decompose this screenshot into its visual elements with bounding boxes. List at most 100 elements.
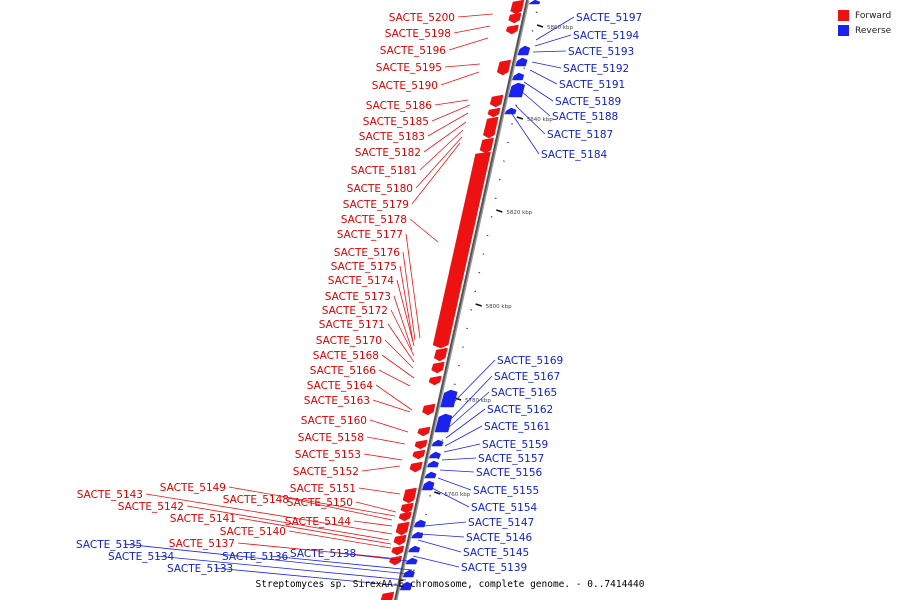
forward-gene-label[interactable]: SACTE_5137 [169, 538, 235, 550]
leader-line [457, 13, 494, 18]
forward-gene-label[interactable]: SACTE_5175 [331, 261, 397, 273]
forward-gene-label[interactable]: SACTE_5183 [359, 131, 425, 143]
reverse-gene-label[interactable]: SACTE_5146 [466, 532, 533, 544]
leader-line [523, 81, 554, 102]
forward-gene-label[interactable]: SACTE_5158 [298, 432, 364, 444]
forward-gene-label[interactable]: SACTE_5178 [341, 214, 407, 226]
reverse-gene-label[interactable]: SACTE_5197 [576, 12, 642, 24]
forward-gene-label[interactable]: SACTE_5151 [290, 483, 356, 495]
reverse-gene-label[interactable]: SACTE_5191 [559, 79, 625, 91]
forward-gene [414, 439, 428, 450]
tick-mark [536, 24, 544, 28]
reverse-gene [434, 413, 453, 433]
reverse-gene-label[interactable]: SACTE_5188 [552, 111, 618, 123]
leader-line [443, 443, 481, 453]
forward-gene-label[interactable]: SACTE_5149 [160, 482, 226, 494]
reverse-gene-label[interactable]: SACTE_5187 [547, 129, 613, 141]
forward-gene-label[interactable]: SACTE_5148 [223, 494, 289, 506]
forward-gene [432, 151, 491, 349]
leader-line [439, 469, 475, 473]
forward-gene-label[interactable]: SACTE_5179 [343, 199, 409, 211]
forward-gene-label[interactable]: SACTE_5170 [316, 335, 382, 347]
leader-line [448, 37, 489, 51]
forward-gene-label[interactable]: SACTE_5142 [118, 501, 184, 513]
forward-gene [412, 449, 426, 460]
reverse-gene-label[interactable]: SACTE_5156 [476, 467, 543, 479]
forward-gene-label[interactable]: SACTE_5176 [334, 247, 401, 259]
forward-gene-label[interactable]: SACTE_5196 [380, 45, 447, 57]
forward-gene-label[interactable]: SACTE_5185 [363, 116, 429, 128]
forward-gene-label[interactable]: SACTE_5166 [310, 365, 377, 377]
reverse-gene-label[interactable]: SACTE_5169 [497, 355, 563, 367]
forward-gene-label[interactable]: SACTE_5195 [376, 62, 442, 74]
reverse-gene-label[interactable]: SACTE_5192 [563, 63, 629, 75]
reverse-gene-label[interactable]: SACTE_5162 [487, 404, 553, 416]
forward-gene-label[interactable]: SACTE_5174 [328, 275, 395, 287]
forward-gene-label[interactable]: SACTE_5140 [220, 526, 286, 538]
reverse-swatch [838, 25, 849, 36]
reverse-gene-label[interactable]: SACTE_5194 [573, 30, 640, 42]
minor-tick [535, 11, 538, 13]
leader-line [529, 69, 558, 85]
leader-line [288, 530, 392, 549]
forward-gene-label[interactable]: SACTE_5152 [293, 466, 359, 478]
reverse-gene-label[interactable]: SACTE_5133 [167, 563, 233, 575]
forward-gene-label[interactable]: SACTE_5171 [319, 319, 385, 331]
reverse-gene [431, 439, 444, 447]
forward-gene-label[interactable]: SACTE_5180 [347, 183, 413, 195]
forward-gene-label[interactable]: SACTE_5172 [322, 305, 388, 317]
forward-gene-label[interactable]: SACTE_5186 [366, 100, 433, 112]
minor-tick [490, 216, 493, 218]
reverse-gene-label[interactable]: SACTE_5193 [568, 46, 634, 58]
reverse-gene [402, 569, 415, 578]
reverse-gene-label[interactable]: SACTE_5145 [463, 547, 529, 559]
reverse-gene-label[interactable]: SACTE_5134 [108, 551, 175, 563]
forward-gene-label[interactable]: SACTE_5168 [313, 350, 379, 362]
leader-line [419, 129, 464, 171]
tick-mark [516, 116, 524, 120]
leader-line [535, 16, 575, 41]
forward-gene [508, 12, 522, 24]
leader-line [186, 505, 390, 541]
reverse-gene-label[interactable]: SACTE_5154 [471, 502, 538, 514]
forward-gene-label[interactable]: SACTE_5200 [389, 12, 455, 24]
reverse-gene-label[interactable]: SACTE_5167 [494, 371, 560, 383]
forward-gene-label[interactable]: SACTE_5163 [304, 395, 370, 407]
reverse-gene-label[interactable]: SACTE_5159 [482, 439, 548, 451]
leader-line [396, 279, 415, 347]
reverse-gene [508, 82, 526, 98]
forward-gene-label[interactable]: SACTE_5182 [355, 147, 421, 159]
reverse-gene-label[interactable]: SACTE_5165 [491, 387, 557, 399]
forward-gene [428, 375, 442, 386]
reverse-gene-label[interactable]: SACTE_5139 [461, 562, 527, 574]
reverse-gene-label[interactable]: SACTE_5147 [468, 517, 534, 529]
forward-gene-label[interactable]: SACTE_5181 [351, 165, 417, 177]
tick-mark [434, 491, 441, 495]
legend-forward-label: Forward [855, 10, 892, 21]
leader-line [415, 136, 463, 189]
forward-gene-label[interactable]: SACTE_5153 [295, 449, 361, 461]
minor-tick [421, 532, 423, 534]
forward-gene-label[interactable]: SACTE_5144 [285, 516, 352, 528]
forward-gene-label[interactable]: SACTE_5177 [337, 229, 403, 241]
forward-gene [398, 511, 412, 522]
forward-gene-label[interactable]: SACTE_5190 [372, 80, 438, 92]
forward-gene-label[interactable]: SACTE_5173 [325, 291, 391, 303]
reverse-gene-label[interactable]: SACTE_5135 [76, 539, 142, 551]
forward-gene-label[interactable]: SACTE_5198 [385, 28, 451, 40]
forward-gene-label[interactable]: SACTE_5164 [307, 380, 374, 392]
leader-line [402, 251, 416, 341]
reverse-gene-label[interactable]: SACTE_5155 [473, 485, 539, 497]
leader-line [412, 555, 460, 568]
reverse-gene-label[interactable]: SACTE_5157 [478, 453, 544, 465]
forward-gene-label[interactable]: SACTE_5150 [287, 497, 353, 509]
reverse-gene-label[interactable]: SACTE_5161 [484, 421, 550, 433]
reverse-gene-label[interactable]: SACTE_5184 [541, 149, 608, 161]
reverse-gene-label[interactable]: SACTE_5138 [290, 548, 356, 560]
forward-gene-label[interactable]: SACTE_5141 [170, 513, 236, 525]
reverse-gene-label[interactable]: SACTE_5136 [222, 551, 289, 563]
forward-gene-label[interactable]: SACTE_5143 [77, 489, 143, 501]
reverse-gene-label[interactable]: SACTE_5189 [555, 96, 621, 108]
leader-line [447, 391, 490, 429]
forward-gene-label[interactable]: SACTE_5160 [301, 415, 367, 427]
